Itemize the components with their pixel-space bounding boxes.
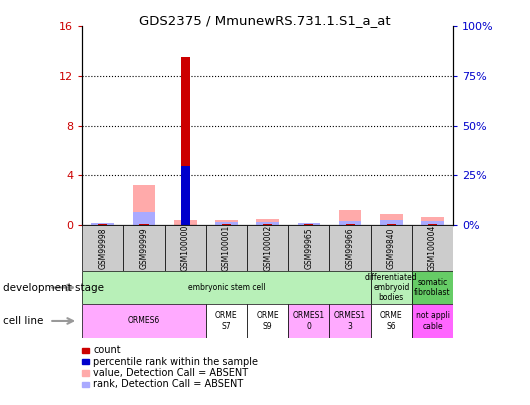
Bar <box>380 214 403 225</box>
Text: differentiated
embryoid
bodies: differentiated embryoid bodies <box>365 273 418 303</box>
Text: GSM99998: GSM99998 <box>98 227 107 269</box>
Bar <box>304 224 313 225</box>
Bar <box>247 304 288 338</box>
Text: GSM100004: GSM100004 <box>428 225 437 271</box>
Bar <box>123 225 165 271</box>
Text: ORME
S9: ORME S9 <box>257 311 279 330</box>
Bar <box>92 223 114 225</box>
Bar <box>330 225 370 271</box>
Bar <box>181 58 190 225</box>
Bar <box>288 225 330 271</box>
Bar <box>82 225 123 271</box>
Text: GDS2375 / MmunewRS.731.1.S1_a_at: GDS2375 / MmunewRS.731.1.S1_a_at <box>139 14 391 27</box>
Bar <box>339 221 361 225</box>
Bar <box>174 220 197 225</box>
Text: GSM99999: GSM99999 <box>139 227 148 269</box>
Bar <box>257 219 279 225</box>
Bar <box>387 224 396 225</box>
Bar <box>412 271 453 304</box>
Text: GSM100000: GSM100000 <box>181 225 190 271</box>
Bar <box>257 222 279 225</box>
Bar <box>206 304 247 338</box>
Text: embryonic stem cell: embryonic stem cell <box>188 283 265 292</box>
Text: somatic
fibroblast: somatic fibroblast <box>414 278 451 297</box>
Bar <box>215 220 238 225</box>
Bar <box>263 224 272 225</box>
Text: cell line: cell line <box>3 316 43 326</box>
Text: count: count <box>93 345 121 355</box>
Bar <box>412 304 453 338</box>
Bar <box>132 212 155 225</box>
Text: ORME
S6: ORME S6 <box>380 311 403 330</box>
Bar <box>339 210 361 225</box>
Text: percentile rank within the sample: percentile rank within the sample <box>93 357 258 367</box>
Bar <box>181 166 190 225</box>
Bar <box>206 225 247 271</box>
Bar <box>370 225 412 271</box>
Bar <box>215 222 238 225</box>
Bar <box>421 217 444 225</box>
Text: GSM99965: GSM99965 <box>304 227 313 269</box>
Text: ORMES6: ORMES6 <box>128 316 160 326</box>
Text: ORME
S7: ORME S7 <box>215 311 238 330</box>
Bar <box>346 224 355 225</box>
Text: rank, Detection Call = ABSENT: rank, Detection Call = ABSENT <box>93 379 243 389</box>
Bar <box>412 225 453 271</box>
Bar <box>330 304 370 338</box>
Bar <box>370 304 412 338</box>
Text: value, Detection Call = ABSENT: value, Detection Call = ABSENT <box>93 368 249 378</box>
Text: ORMES1
3: ORMES1 3 <box>334 311 366 330</box>
Bar <box>297 222 320 225</box>
Text: not appli
cable: not appli cable <box>416 311 449 330</box>
Bar <box>370 271 412 304</box>
Bar <box>288 304 330 338</box>
Text: GSM100001: GSM100001 <box>222 225 231 271</box>
Bar <box>165 225 206 271</box>
Bar <box>297 223 320 225</box>
Bar <box>132 185 155 225</box>
Bar <box>247 225 288 271</box>
Text: development stage: development stage <box>3 283 104 292</box>
Bar <box>380 220 403 225</box>
Bar <box>82 304 206 338</box>
Bar <box>428 224 437 225</box>
Bar <box>139 224 148 225</box>
Text: ORMES1
0: ORMES1 0 <box>293 311 325 330</box>
Bar <box>421 221 444 225</box>
Text: GSM99840: GSM99840 <box>387 227 396 269</box>
Bar <box>92 224 114 225</box>
Bar <box>82 271 370 304</box>
Bar <box>98 224 107 225</box>
Bar <box>222 224 231 225</box>
Text: GSM99966: GSM99966 <box>346 227 355 269</box>
Text: GSM100002: GSM100002 <box>263 225 272 271</box>
